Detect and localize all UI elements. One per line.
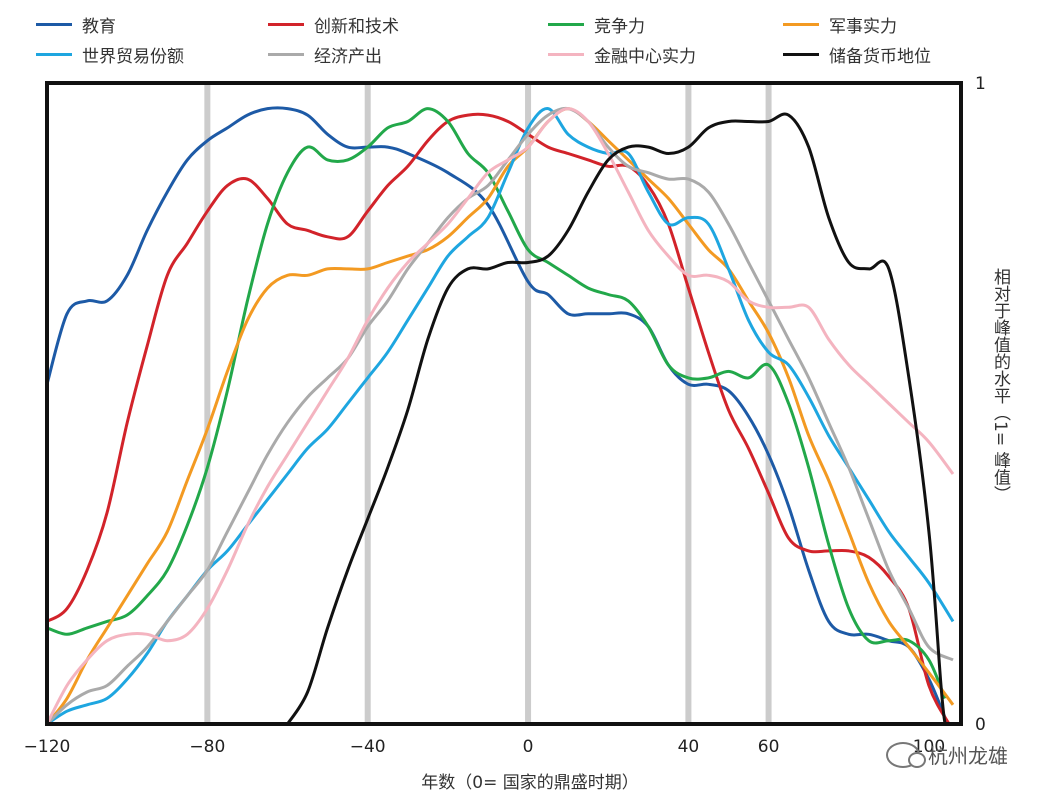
y-tick-label: 1	[975, 74, 986, 94]
watermark: 杭州龙雄	[886, 740, 1008, 769]
legend-item: 储备货币地位	[783, 42, 931, 67]
legend-label: 创新和技术	[314, 17, 399, 37]
legend-item: 竞争力	[548, 12, 645, 37]
legend-item: 创新和技术	[268, 12, 399, 37]
legend-item: 金融中心实力	[548, 42, 696, 67]
legend-swatch	[548, 53, 584, 56]
legend-swatch	[36, 53, 72, 56]
legend-label: 世界贸易份额	[82, 47, 184, 67]
legend-swatch	[783, 23, 819, 26]
y-tick-label: 0	[975, 715, 986, 735]
x-tick-label: 60	[758, 737, 780, 757]
legend-item: 军事实力	[783, 12, 897, 37]
series-line-7	[286, 112, 947, 725]
legend-swatch	[268, 53, 304, 56]
series-line-2	[46, 107, 947, 699]
x-tick-label: −40	[350, 737, 386, 757]
legend-swatch	[548, 23, 584, 26]
legend-label: 竞争力	[594, 17, 645, 37]
legend-item: 教育	[36, 12, 116, 37]
watermark-text: 杭州龙雄	[928, 744, 1008, 768]
series-line-4	[46, 107, 955, 726]
legend-swatch	[268, 23, 304, 26]
legend-item: 经济产出	[268, 42, 382, 67]
series-lines	[45, 106, 955, 726]
wechat-icon	[886, 741, 926, 768]
legend-label: 金融中心实力	[594, 47, 696, 67]
y-axis-label: 相对于峰值的水平（1= 峰值）	[990, 268, 1011, 503]
x-tick-label: 40	[678, 737, 700, 757]
x-tick-label: −120	[24, 737, 71, 757]
series-line-5	[45, 106, 954, 726]
x-tick-label: −80	[189, 737, 225, 757]
legend-item: 世界贸易份额	[36, 42, 184, 67]
series-line-1	[46, 112, 951, 725]
x-tick-label: 0	[523, 737, 534, 757]
series-line-6	[45, 107, 955, 725]
series-line-3	[45, 107, 955, 725]
plot-frame	[45, 81, 963, 726]
legend-label: 教育	[82, 17, 116, 37]
legend-label: 经济产出	[314, 47, 382, 67]
gridlines	[204, 83, 772, 724]
legend-swatch	[783, 53, 819, 56]
x-axis-label: 年数（0= 国家的鼎盛时期）	[421, 773, 638, 793]
legend-swatch	[36, 23, 72, 26]
legend-label: 军事实力	[829, 17, 897, 37]
series-line-0	[45, 106, 947, 719]
legend-label: 储备货币地位	[829, 47, 931, 67]
